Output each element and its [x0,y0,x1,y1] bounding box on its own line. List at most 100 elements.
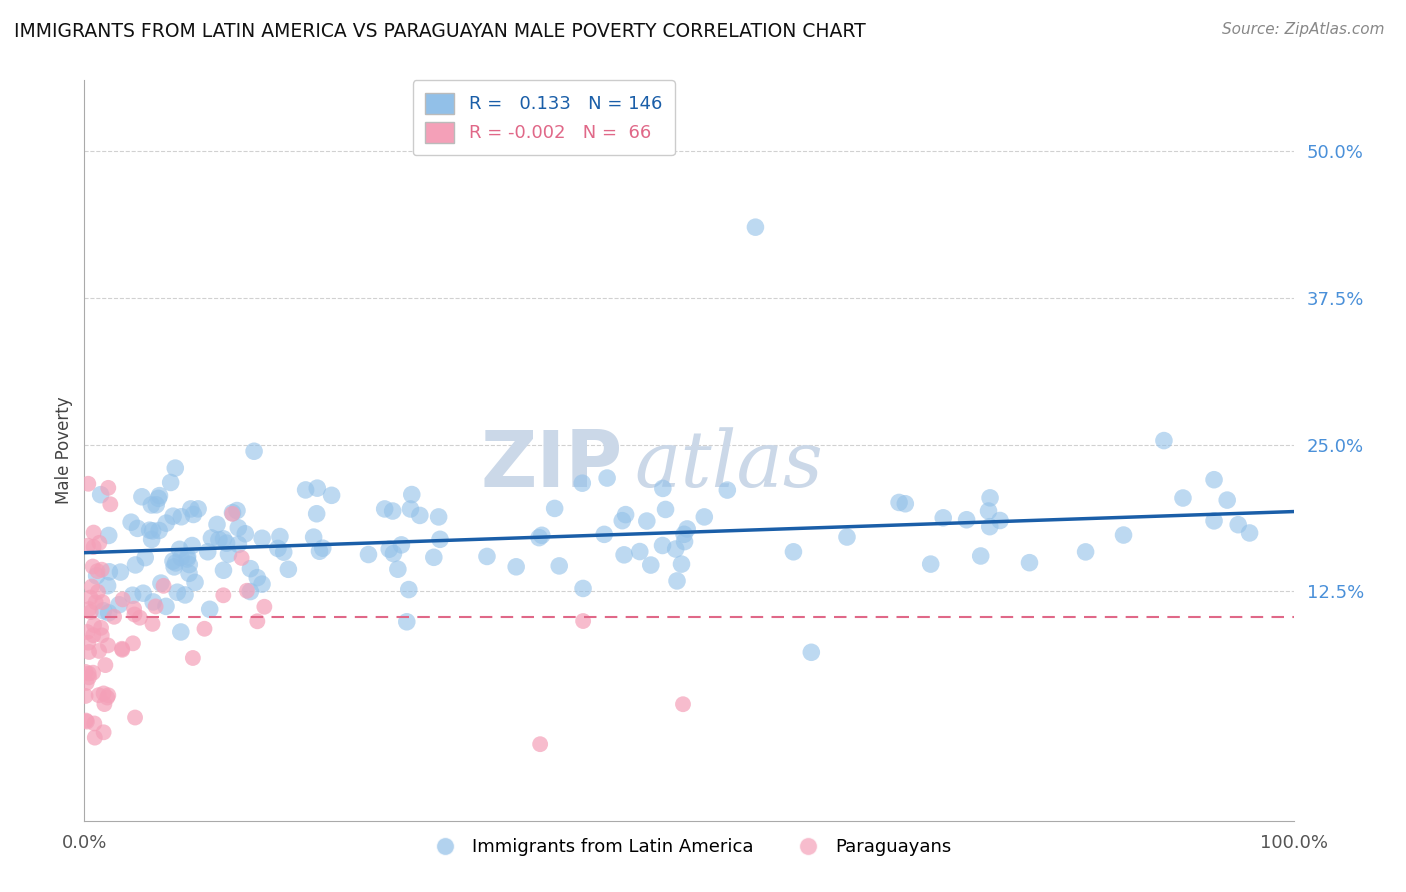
Point [149,576,172,591]
Point [96,690,118,705]
Point [246,615,269,629]
Point [212,532,235,546]
Point [1227,517,1250,532]
Point [226,503,249,517]
Point [613,548,636,562]
Point [475,549,498,564]
Point [142,524,165,538]
Point [955,513,977,527]
Point [672,697,695,711]
Legend: Immigrants from Latin America, Paraguayans: Immigrants from Latin America, Paraguaya… [419,831,959,863]
Point [77,636,100,650]
Point [162,509,184,524]
Point [250,577,273,591]
Point [122,601,145,615]
Point [152,579,174,593]
Point [221,507,243,521]
Point [121,588,143,602]
Text: IMMIGRANTS FROM LATIN AMERICA VS PARAGUAYAN MALE POVERTY CORRELATION CHART: IMMIGRANTS FROM LATIN AMERICA VS PARAGUA… [14,22,866,41]
Point [221,506,243,520]
Point [979,519,1001,533]
Point [174,588,197,602]
Point [108,598,131,612]
Point [226,521,249,535]
Point [87,688,110,702]
Point [357,548,380,562]
Point [218,547,240,561]
Point [571,476,593,491]
Point [138,523,160,537]
Point [94,658,117,673]
Point [145,599,167,614]
Point [77,670,100,684]
Point [253,599,276,614]
Point [166,585,188,599]
Point [91,595,114,609]
Point [1202,473,1225,487]
Point [1171,491,1194,505]
Point [127,521,149,535]
Point [141,616,163,631]
Point [427,510,450,524]
Point [401,487,423,501]
Point [200,531,222,545]
Point [159,475,181,490]
Point [198,602,221,616]
Point [1202,514,1225,528]
Point [82,665,104,680]
Point [572,614,595,628]
Point [77,602,100,616]
Point [312,541,335,556]
Point [239,562,262,576]
Point [212,588,235,602]
Point [111,642,134,657]
Point [111,641,134,656]
Point [233,526,256,541]
Point [80,605,103,619]
Point [90,488,112,502]
Point [132,586,155,600]
Point [782,545,804,559]
Point [86,564,108,578]
Point [76,714,98,729]
Point [79,591,101,605]
Text: Source: ZipAtlas.com: Source: ZipAtlas.com [1222,22,1385,37]
Point [170,625,193,640]
Point [307,481,329,495]
Point [651,539,673,553]
Point [77,666,100,681]
Point [141,498,163,512]
Point [205,517,228,532]
Point [110,565,132,579]
Point [131,490,153,504]
Point [378,542,401,557]
Point [628,544,651,558]
Point [163,560,186,574]
Point [305,507,328,521]
Point [673,527,696,541]
Point [246,571,269,585]
Point [676,522,699,536]
Point [77,539,100,553]
Point [128,610,150,624]
Point [124,710,146,724]
Point [77,645,100,659]
Point [176,549,198,564]
Point [148,489,170,503]
Point [671,557,693,571]
Point [666,574,689,588]
Point [932,511,955,525]
Point [179,558,201,572]
Point [409,508,432,523]
Point [176,552,198,566]
Point [75,689,97,703]
Point [1074,545,1097,559]
Point [124,607,146,622]
Point [76,676,98,690]
Point [76,625,98,640]
Point [1153,434,1175,448]
Point [75,714,97,728]
Point [387,562,409,576]
Point [197,545,219,559]
Point [148,491,170,506]
